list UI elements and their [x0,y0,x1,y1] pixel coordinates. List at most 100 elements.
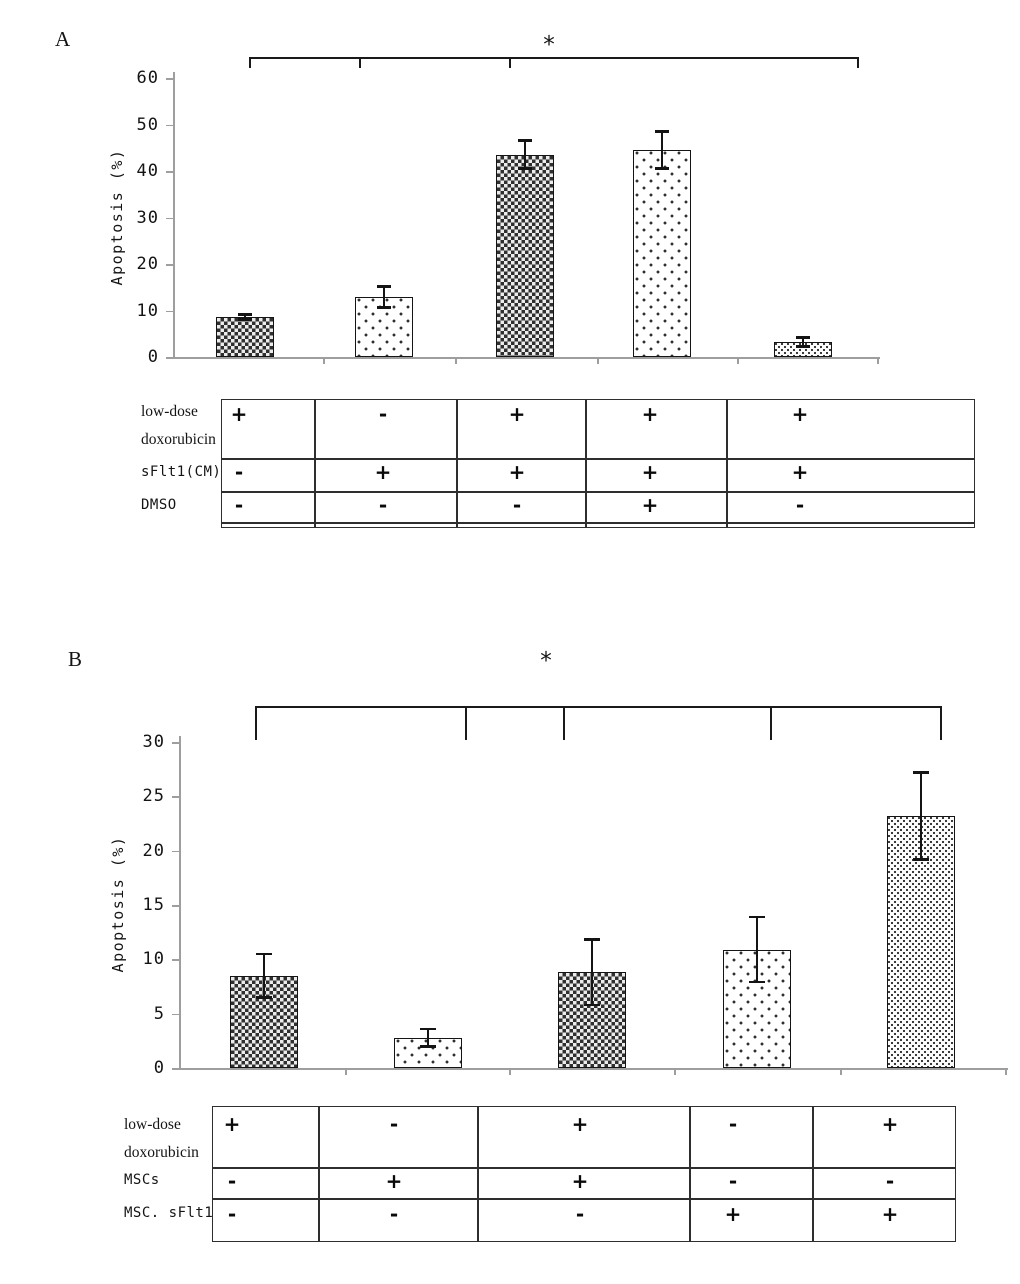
significance-bracket-tick [770,706,772,740]
y-axis-tick-label: 40 [136,161,159,181]
y-axis-tick-label: 25 [142,786,165,807]
condition-plus-sign: + [385,1169,403,1193]
condition-minus-sign: - [389,1202,399,1226]
bar-group-5 [887,815,955,1068]
condition-table-border [212,1106,956,1242]
error-bar-line [756,916,758,983]
condition-minus-sign: - [378,493,388,517]
significance-bracket-tick [359,57,361,68]
y-axis-tick-label: 0 [153,1058,165,1078]
error-bar-line [383,286,385,308]
x-axis-tick [840,1069,842,1075]
error-bar-cap-bottom [796,345,810,349]
error-bar-cap-bottom [420,1044,436,1048]
y-axis-tick [172,1013,179,1016]
error-bar-cap-bottom [238,318,252,321]
condition-row-label: doxorubicin [141,431,216,448]
error-bar-cap-bottom [913,858,929,861]
y-axis-tick-label: 5 [153,1003,165,1024]
error-bar-cap-top [420,1027,436,1031]
significance-bracket-tick [465,706,467,740]
error-bar-cap-bottom [256,996,272,999]
error-bar-cap-top [913,771,929,774]
error-bar-line [524,140,526,169]
y-axis-tick [166,310,173,313]
condition-plus-sign: + [641,402,659,426]
y-axis-tick-label: 30 [142,732,165,752]
y-axis-tick-label: 20 [142,840,165,861]
significance-asterisk-a: * [543,32,555,58]
error-bar-cap-top [518,139,532,143]
error-bar-cap-bottom [377,305,391,309]
y-axis-tick [166,124,173,127]
significance-bracket-tick [509,57,511,68]
x-axis-tick [737,358,739,364]
condition-minus-sign: - [227,1169,237,1193]
x-axis-tick [455,358,457,364]
condition-row-label: low-dose [141,403,198,420]
error-bar-cap-top [749,915,765,919]
condition-minus-sign: - [512,493,522,517]
condition-minus-sign: - [885,1169,895,1193]
significance-bracket-line [249,57,857,59]
y-axis-line [179,736,181,1068]
error-bar-cap-bottom [584,1003,600,1007]
condition-minus-sign: - [378,402,388,426]
y-axis-tick-label: 15 [142,895,165,915]
error-bar-line [244,314,246,320]
error-bar-cap-bottom [655,167,669,170]
significance-bracket-line [255,706,940,708]
condition-table-row-divider [212,1198,956,1200]
condition-table-border [221,399,975,528]
condition-row-label: low-dose [124,1116,181,1133]
y-axis-tick [166,264,173,266]
condition-table-col-divider [456,399,458,528]
error-bar-cap-top [238,313,252,316]
condition-plus-sign: + [508,460,526,484]
error-bar-line [661,131,663,169]
condition-table-row-divider [212,1167,956,1169]
error-bar-line [920,772,922,860]
condition-table-row-divider [221,491,975,493]
significance-bracket-tick [940,706,942,740]
condition-plus-sign: + [724,1202,742,1226]
bar-group-4 [633,150,691,357]
condition-plus-sign: + [641,493,659,517]
condition-plus-sign: + [223,1112,241,1136]
y-axis-tick [166,217,173,220]
condition-table-col-divider [726,399,728,528]
y-axis-tick [172,1068,179,1070]
condition-plus-sign: + [881,1112,899,1136]
error-bar-cap-top [796,336,810,339]
condition-table-col-divider [689,1106,691,1242]
y-axis-tick-label: 60 [136,68,159,88]
condition-row-label: doxorubicin [124,1144,199,1161]
significance-bracket-tick [857,57,859,68]
x-axis-tick [345,1069,347,1075]
y-axis-tick-label: 50 [136,114,159,135]
condition-plus-sign: + [791,402,809,426]
condition-plus-sign: + [571,1169,589,1193]
y-axis-tick [166,357,173,359]
x-axis-line [179,1068,1008,1070]
y-axis-tick-label: 10 [142,949,165,970]
error-bar-cap-top [377,285,391,289]
bar-group-1 [216,317,274,357]
condition-plus-sign: + [230,402,248,426]
y-axis-tick [166,78,173,80]
condition-table-col-divider [314,399,316,528]
significance-bracket-tick [255,706,257,740]
error-bar-cap-bottom [518,167,532,170]
condition-table-row-divider [221,458,975,460]
significance-bracket-tick [249,57,251,68]
y-axis-tick [172,959,179,961]
significance-asterisk-b: * [540,648,552,674]
panel-a-label: A [55,27,71,51]
bar-group-3 [496,154,554,357]
y-axis-tick [166,171,173,173]
y-axis-tick [172,796,179,798]
error-bar-line [427,1028,429,1047]
condition-table-col-divider [318,1106,320,1242]
condition-plus-sign: + [791,460,809,484]
